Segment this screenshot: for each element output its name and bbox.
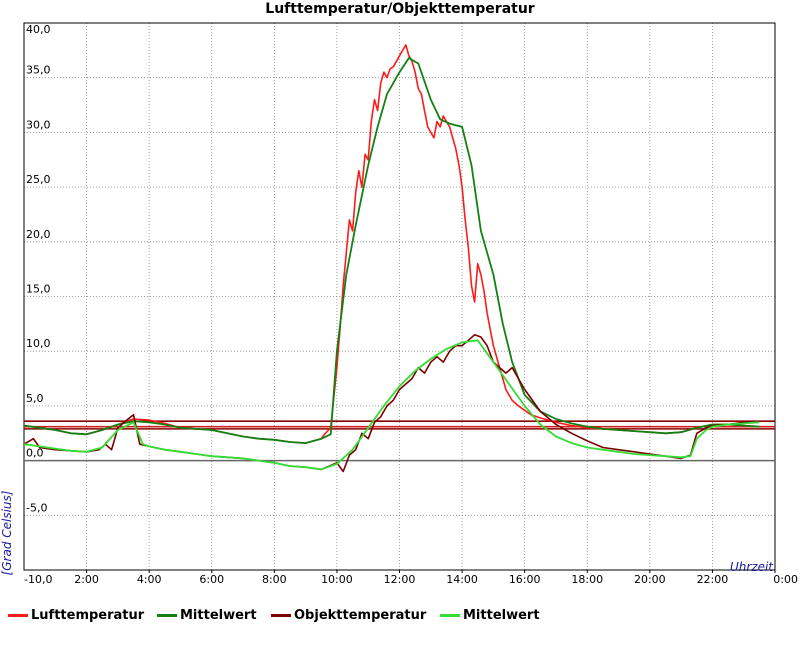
series-line-2 <box>23 334 760 473</box>
legend-item-mittelwert-2: Mittelwert <box>440 608 540 623</box>
y-tick-label: 0,0 <box>26 447 44 460</box>
x-tick-label: 6:00 <box>199 573 224 586</box>
y-axis-ticks: -5,0 0,0 5,0 10,0 15,0 20,0 25,0 30,0 35,0 40,0 <box>26 23 51 514</box>
grid <box>24 22 776 571</box>
x-tick-label: 12:00 <box>384 573 416 586</box>
y-tick-label: 10,0 <box>26 337 51 350</box>
legend-label: Mittelwert <box>463 608 540 623</box>
y-tick-label: 15,0 <box>26 283 51 296</box>
chart-title: Lufttemperatur/Objekttemperatur <box>265 1 535 17</box>
y-tick-label: -5,0 <box>26 501 47 514</box>
x-tick-label: 4:00 <box>137 573 162 586</box>
x-tick-label: 20:00 <box>634 573 666 586</box>
x-tick-label: 22:00 <box>697 573 729 586</box>
reference-lines <box>24 420 775 430</box>
legend: Lufttemperatur Mittelwert Objekttemperat… <box>0 600 800 630</box>
x-tick-label: 8:00 <box>262 573 287 586</box>
series-line-3 <box>23 339 760 471</box>
y-min-tick-label: -10,0 <box>24 573 52 586</box>
y-tick-label: 35,0 <box>26 64 51 77</box>
x-tick-label: 14:00 <box>446 573 478 586</box>
x-tick-label: 2:00 <box>74 573 99 586</box>
legend-swatch <box>440 614 460 617</box>
x-tick-label: 10:00 <box>321 573 353 586</box>
legend-item-objekttemperatur: Objekttemperatur <box>271 608 426 623</box>
legend-label: Mittelwert <box>180 608 257 623</box>
chart: Lufttemperatur/Objekttemperatur -5,0 0,0 5… <box>0 1 798 586</box>
y-tick-label: 25,0 <box>26 173 51 186</box>
legend-swatch <box>8 614 28 617</box>
series-line-1 <box>23 57 760 444</box>
y-axis-title: [Grad Celsius] <box>0 490 14 575</box>
legend-item-lufttemperatur: Lufttemperatur <box>8 608 144 623</box>
legend-label: Lufttemperatur <box>31 608 145 623</box>
x-axis-ticks: -10,0 2:00 4:00 6:00 8:00 10:00 12:00 14:00 16:0… <box>24 570 798 586</box>
y-tick-label: 20,0 <box>26 228 51 241</box>
y-tick-label: 5,0 <box>26 392 44 405</box>
series-lines <box>23 44 760 473</box>
series-line-0 <box>23 44 760 444</box>
x-tick-label: 18:00 <box>571 573 603 586</box>
x-tick-label: 16:00 <box>509 573 541 586</box>
legend-swatch <box>157 614 177 617</box>
legend-item-mittelwert-1: Mittelwert <box>157 608 257 623</box>
legend-swatch <box>271 614 291 617</box>
y-tick-label: 30,0 <box>26 118 51 131</box>
x-tick-label: 0:00 <box>773 573 798 586</box>
y-tick-label: 40,0 <box>26 23 51 36</box>
x-axis-title: Uhrzeit <box>730 560 774 574</box>
legend-label: Objekttemperatur <box>294 608 427 623</box>
